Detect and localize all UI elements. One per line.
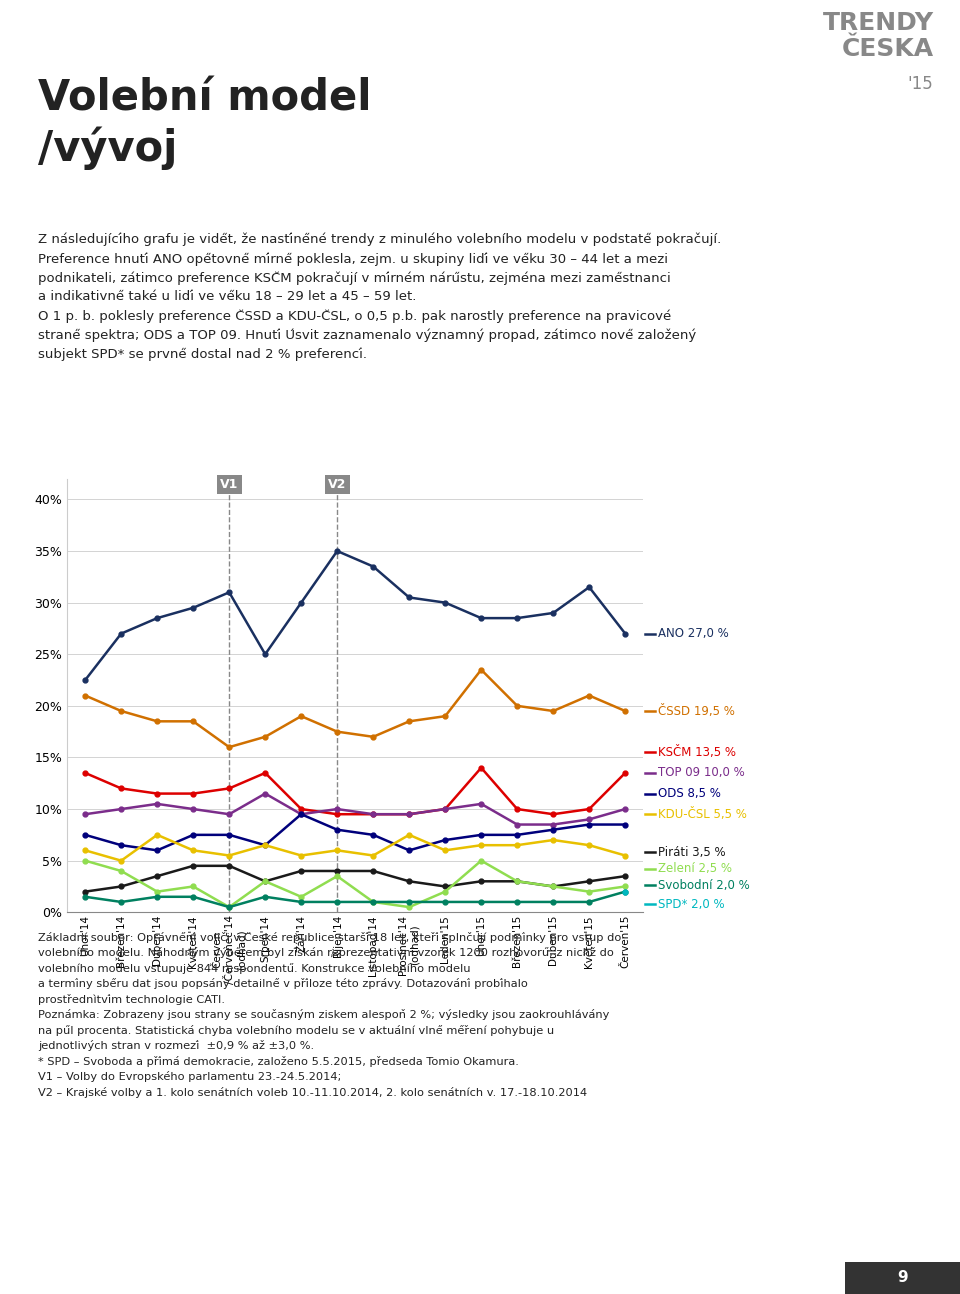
Text: Z následujícího grafu je vide̋t, že nastíne̋né trendy z minulého volebního: Z následujícího grafu je vide̋t, že n…	[38, 233, 722, 361]
Text: TOP 09 10,0 %: TOP 09 10,0 %	[658, 766, 744, 779]
Text: Základní soubor: Oprávne̋ní voliči v České republice starší 18 let, kter: Základní soubor: Oprávne̋ní voliči v…	[38, 932, 622, 1097]
Text: Piráti 3,5 %: Piráti 3,5 %	[658, 846, 725, 859]
Text: TRENDY
ČESKA: TRENDY ČESKA	[823, 10, 933, 61]
Text: ČSSD 19,5 %: ČSSD 19,5 %	[658, 704, 734, 717]
Text: KDU-ČSL 5,5 %: KDU-ČSL 5,5 %	[658, 807, 747, 820]
Text: KSČM 13,5 %: KSČM 13,5 %	[658, 745, 735, 758]
Text: '15: '15	[908, 75, 933, 93]
Text: 9: 9	[897, 1271, 908, 1285]
Text: V1: V1	[220, 479, 238, 492]
Text: Svobodní 2,0 %: Svobodní 2,0 %	[658, 879, 750, 892]
Text: Zelení 2,5 %: Zelení 2,5 %	[658, 862, 732, 876]
Text: V2: V2	[328, 479, 347, 492]
Text: ANO 27,0 %: ANO 27,0 %	[658, 628, 729, 641]
Bar	[845, 1262, 960, 1294]
Text: ODS 8,5 %: ODS 8,5 %	[658, 787, 720, 800]
Text: SPD* 2,0 %: SPD* 2,0 %	[658, 898, 724, 911]
Text: Volební model
/vývoj: Volební model /vývoj	[38, 78, 372, 170]
